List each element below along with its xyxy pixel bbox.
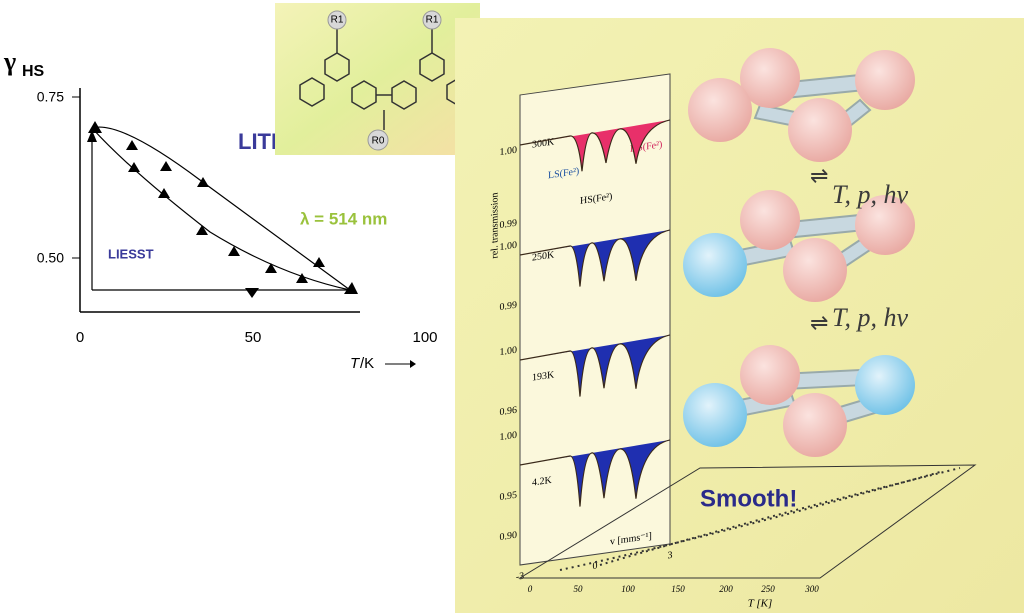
svg-text:⇌: ⇌ xyxy=(810,163,828,188)
annotation: LIESST xyxy=(108,246,154,261)
y-tick-label: 1.00 xyxy=(500,430,517,443)
spin-scheme: T, p, hν T, p, hν ⇌ ⇌ xyxy=(683,48,915,457)
x-tick-label: 300 xyxy=(804,584,819,594)
molecule: R1 R1 R0 xyxy=(275,3,480,155)
x-label-var: T xyxy=(350,355,361,372)
x-tick-label: 50 xyxy=(574,584,584,594)
temperature: 250K xyxy=(532,249,555,263)
mossbauer: rel. transmission 1.00 0.99 1.00 0.99 1.… xyxy=(489,73,673,583)
y-tick-label: 1.00 xyxy=(500,145,517,158)
temperature: 4.2K xyxy=(532,475,552,489)
r-label: R1 xyxy=(331,15,344,26)
y-tick-label: 0.96 xyxy=(500,405,517,418)
site-label: LS(Fe²) xyxy=(548,166,579,181)
y-tick-label: 0.99 xyxy=(500,218,517,231)
x-label-unit: /K xyxy=(360,355,374,372)
y-tick-label: 0.95 xyxy=(500,490,517,503)
condition: T, p, hν xyxy=(832,303,909,332)
annotation: λ = 514 nm xyxy=(300,209,387,228)
x-tick-label: 0 xyxy=(76,329,84,346)
site-label: HS(Fe²) xyxy=(580,191,612,206)
y-tick-label: 0.99 xyxy=(500,300,517,313)
y-tick-label: 0.90 xyxy=(500,530,517,543)
x-tick-label: 50 xyxy=(245,329,262,346)
x-label: T [K] xyxy=(748,598,773,610)
r-label: R1 xyxy=(426,15,439,26)
x-tick-label: 3 xyxy=(668,550,673,562)
r-label: R0 xyxy=(372,136,385,147)
x-tick-label: -3 xyxy=(516,571,524,583)
y-label: rel. transmission xyxy=(489,192,500,260)
condition: T, p, hν xyxy=(832,180,909,209)
y-label-sub: HS xyxy=(22,63,45,80)
x-tick-label: 250 xyxy=(761,584,775,594)
temperature: 193K xyxy=(532,369,555,383)
y-tick-label: 1.00 xyxy=(500,240,517,253)
x-tick-label: 200 xyxy=(719,584,733,594)
x-tick-label: 0 xyxy=(593,560,598,572)
surface-title: Smooth! xyxy=(700,485,797,512)
x-tick-label: 100 xyxy=(621,584,635,594)
y-tick-label: 0.50 xyxy=(37,250,64,266)
svg-text:⇌: ⇌ xyxy=(810,310,828,335)
y-label: γ xyxy=(3,47,16,76)
x-tick-label: 100 xyxy=(412,329,437,346)
y-tick-label: 0.75 xyxy=(37,89,64,105)
x-tick-label: 0 xyxy=(528,584,533,594)
surface-plot: 0 50 100 150 200 250 300 T [K] Smooth! xyxy=(518,464,977,610)
y-tick-label: 1.00 xyxy=(500,345,517,358)
x-tick-label: 150 xyxy=(671,584,685,594)
